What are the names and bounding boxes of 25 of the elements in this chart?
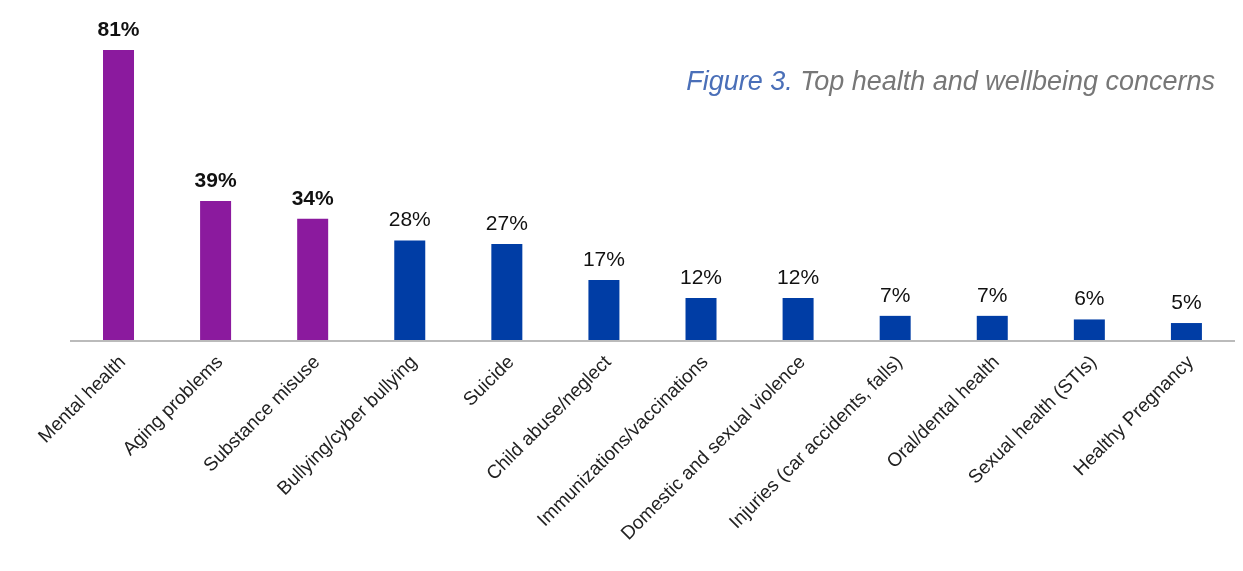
bar bbox=[782, 297, 814, 341]
bar bbox=[976, 315, 1008, 341]
data-label: 7% bbox=[880, 282, 911, 306]
bar bbox=[879, 315, 911, 341]
text: Figure 3. Top health and wellbeing concerns bbox=[686, 66, 1215, 97]
data-label: 6% bbox=[1074, 286, 1105, 310]
data-label: 39% bbox=[194, 167, 237, 191]
data-label: 12% bbox=[777, 264, 820, 288]
bar bbox=[588, 279, 620, 341]
data-label: 7% bbox=[977, 282, 1008, 306]
data-label: 12% bbox=[679, 264, 723, 288]
bar bbox=[491, 244, 523, 341]
data-label: 27% bbox=[485, 211, 528, 234]
data-label: 5% bbox=[1171, 290, 1202, 314]
bar bbox=[394, 240, 426, 341]
bar bbox=[1170, 323, 1202, 341]
data-label: 17% bbox=[582, 246, 625, 270]
data-label: 28% bbox=[388, 207, 431, 231]
data-label: 81% bbox=[97, 17, 140, 40]
bar bbox=[685, 297, 717, 341]
bar bbox=[200, 200, 232, 341]
bar bbox=[1073, 319, 1105, 341]
bar bbox=[103, 50, 135, 341]
bar bbox=[297, 218, 329, 341]
data-label: 34% bbox=[291, 185, 335, 209]
